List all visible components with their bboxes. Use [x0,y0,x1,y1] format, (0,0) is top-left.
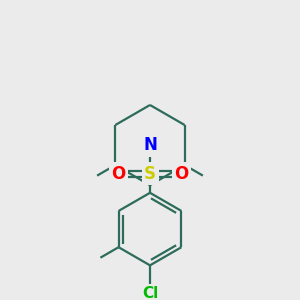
Text: N: N [143,136,157,154]
Text: O: O [174,165,189,183]
Text: S: S [144,165,156,183]
Text: O: O [111,165,126,183]
Text: Cl: Cl [142,286,158,300]
